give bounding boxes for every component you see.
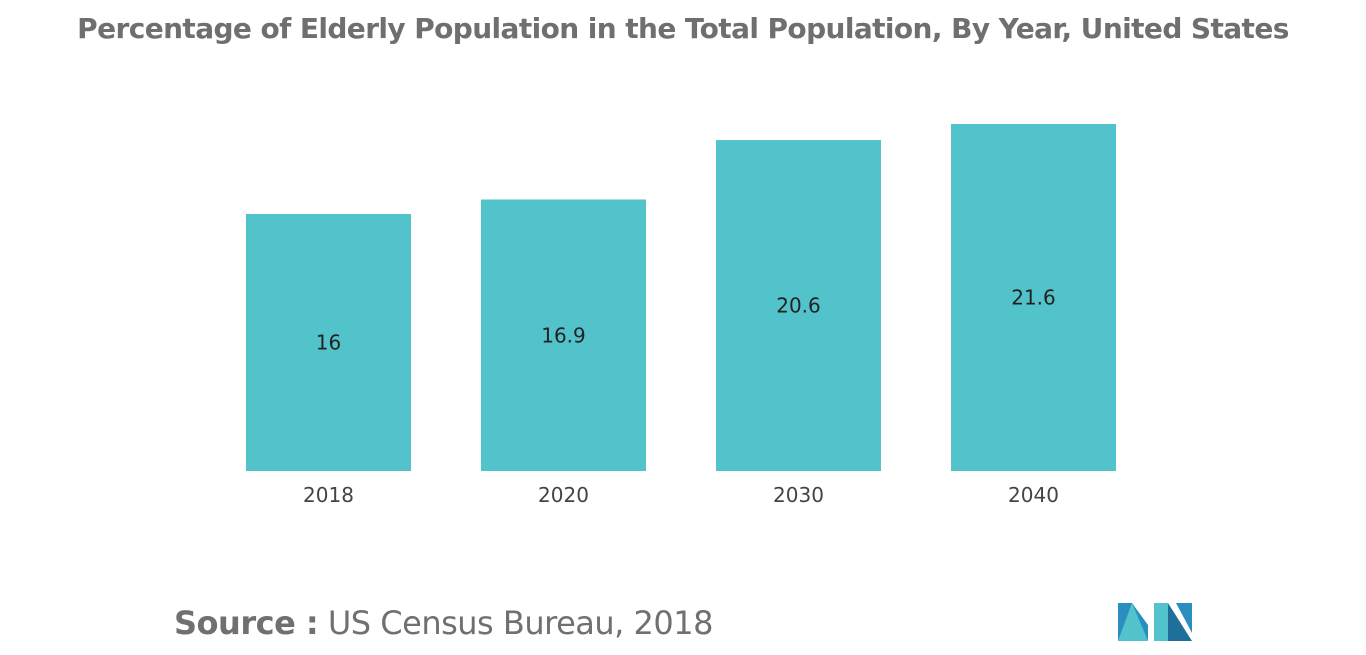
bar-2030 <box>716 140 881 471</box>
mordor-intelligence-logo-icon <box>1118 603 1192 641</box>
x-tick-label-2018: 2018 <box>303 483 354 507</box>
bar-2020 <box>481 199 646 471</box>
chart-title: Percentage of Elderly Population in the … <box>77 12 1289 45</box>
source-label: Source : <box>174 604 319 642</box>
source-text: US Census Bureau, 2018 <box>318 604 714 642</box>
x-tick-label-2040: 2040 <box>1008 483 1059 507</box>
bar-value-label-2018: 16 <box>316 330 341 354</box>
source-note: Source : US Census Bureau, 2018 <box>174 604 713 642</box>
x-tick-label-2020: 2020 <box>538 483 589 507</box>
x-tick-label-2030: 2030 <box>773 483 824 507</box>
bar-value-label-2030: 20.6 <box>776 294 821 318</box>
bar-value-label-2020: 16.9 <box>541 323 586 347</box>
bar-2018 <box>246 213 411 472</box>
bar-value-label-2040: 21.6 <box>1011 286 1056 310</box>
bar-2040 <box>951 124 1116 471</box>
